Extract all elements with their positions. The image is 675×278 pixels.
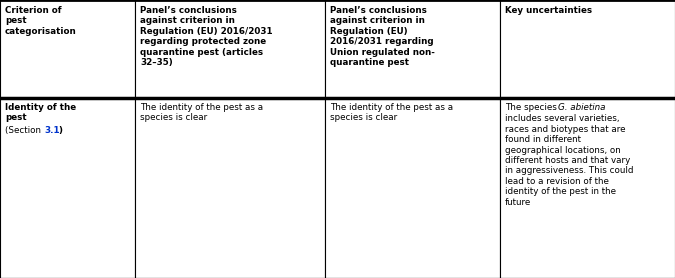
Text: G. abietina: G. abietina	[558, 103, 605, 112]
Text: ): )	[58, 126, 62, 135]
Bar	[500, 0, 675, 98]
Bar	[0, 98, 135, 278]
Text: 3.1: 3.1	[45, 126, 60, 135]
Text: Panel’s conclusions
against criterion in
Regulation (EU)
2016/2031 regarding
Uni: Panel’s conclusions against criterion in…	[330, 6, 435, 67]
Text: The species: The species	[505, 103, 560, 112]
Text: Identity of the
pest: Identity of the pest	[5, 103, 76, 122]
Text: Criterion of
pest
categorisation: Criterion of pest categorisation	[5, 6, 77, 36]
Text: The identity of the pest as a
species is clear: The identity of the pest as a species is…	[140, 103, 263, 122]
Text: Key uncertainties: Key uncertainties	[505, 6, 592, 15]
Text: (Section: (Section	[5, 126, 44, 135]
Bar	[0, 0, 135, 98]
Text: includes several varieties,
races and biotypes that are
found in different
geogr: includes several varieties, races and bi…	[505, 114, 634, 207]
Text: Panel’s conclusions
against criterion in
Regulation (EU) 2016/2031
regarding pro: Panel’s conclusions against criterion in…	[140, 6, 273, 67]
Bar	[135, 98, 325, 278]
Bar	[325, 0, 500, 98]
Bar	[325, 98, 500, 278]
Bar	[500, 98, 675, 278]
Text: The identity of the pest as a
species is clear: The identity of the pest as a species is…	[330, 103, 453, 122]
Bar	[135, 0, 325, 98]
